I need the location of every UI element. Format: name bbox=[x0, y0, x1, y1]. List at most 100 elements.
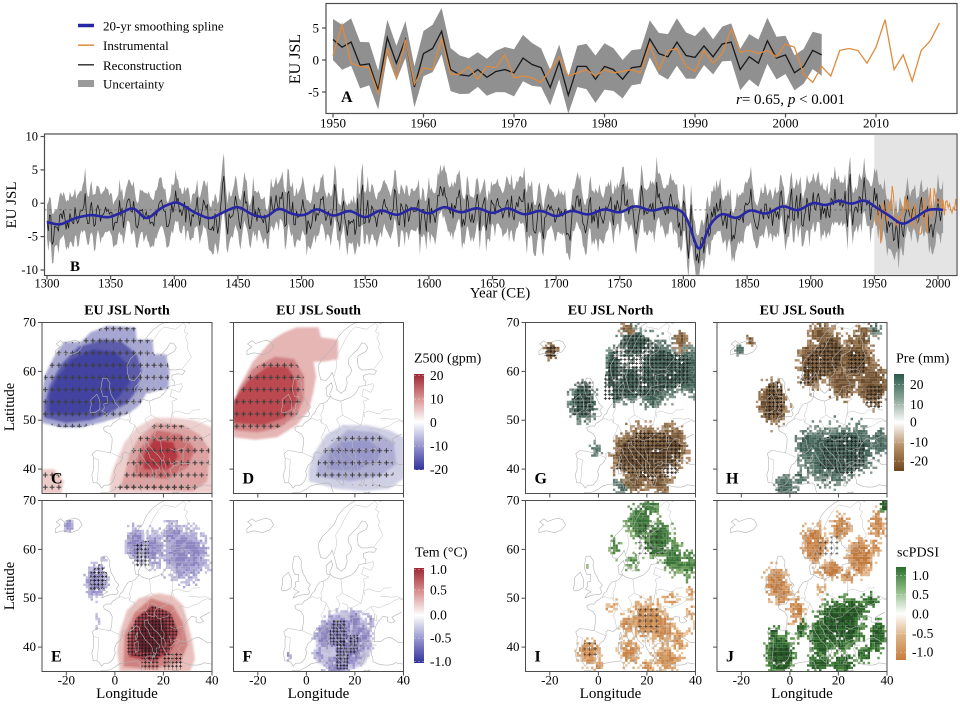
svg-text:Uncertainty: Uncertainty bbox=[103, 77, 165, 92]
svg-text:1450: 1450 bbox=[225, 277, 250, 291]
svg-text:60: 60 bbox=[23, 541, 36, 556]
svg-text:-5: -5 bbox=[308, 85, 319, 100]
svg-text:D: D bbox=[243, 471, 255, 488]
svg-text:50: 50 bbox=[23, 412, 36, 427]
svg-text:-1.0: -1.0 bbox=[912, 645, 934, 660]
svg-text:50: 50 bbox=[507, 412, 520, 427]
svg-text:0: 0 bbox=[910, 415, 917, 430]
svg-text:40: 40 bbox=[397, 673, 410, 688]
svg-text:50: 50 bbox=[507, 590, 520, 605]
svg-text:Z500 (gpm): Z500 (gpm) bbox=[414, 351, 482, 366]
svg-text:Latitude: Latitude bbox=[2, 383, 18, 431]
svg-text:Year (CE): Year (CE) bbox=[470, 286, 531, 302]
svg-text:40: 40 bbox=[23, 461, 36, 476]
svg-text:1990: 1990 bbox=[682, 116, 708, 131]
svg-text:-20: -20 bbox=[249, 673, 266, 688]
svg-text:40: 40 bbox=[507, 639, 520, 654]
svg-text:1800: 1800 bbox=[671, 277, 696, 291]
svg-text:0: 0 bbox=[32, 196, 38, 210]
svg-text:0.0: 0.0 bbox=[912, 607, 929, 622]
svg-text:-0.5: -0.5 bbox=[912, 626, 934, 641]
svg-text:0.5: 0.5 bbox=[912, 587, 929, 602]
svg-text:EU JSL: EU JSL bbox=[4, 181, 20, 228]
svg-text:20: 20 bbox=[832, 673, 845, 688]
svg-text:EU JSL North: EU JSL North bbox=[568, 304, 654, 319]
svg-text:C: C bbox=[51, 471, 63, 488]
svg-text:20: 20 bbox=[430, 368, 444, 383]
svg-text:20: 20 bbox=[910, 377, 924, 392]
svg-text:5: 5 bbox=[32, 163, 38, 177]
svg-text:2000: 2000 bbox=[773, 116, 799, 131]
svg-text:J: J bbox=[726, 649, 734, 666]
svg-text:0.5: 0.5 bbox=[430, 583, 447, 598]
svg-text:1500: 1500 bbox=[289, 277, 314, 291]
svg-text:B: B bbox=[70, 259, 80, 275]
svg-text:1.0: 1.0 bbox=[430, 562, 447, 577]
svg-text:-10: -10 bbox=[430, 439, 448, 454]
svg-text:1550: 1550 bbox=[353, 277, 378, 291]
svg-text:1300: 1300 bbox=[35, 277, 60, 291]
svg-text:1980: 1980 bbox=[592, 116, 618, 131]
svg-text:A: A bbox=[341, 89, 353, 106]
svg-text:1960: 1960 bbox=[411, 116, 437, 131]
svg-text:EU JSL: EU JSL bbox=[287, 34, 304, 84]
svg-text:-1.0: -1.0 bbox=[430, 654, 452, 669]
svg-text:40: 40 bbox=[206, 673, 219, 688]
svg-text:10: 10 bbox=[26, 130, 39, 144]
svg-text:50: 50 bbox=[23, 590, 36, 605]
svg-text:10: 10 bbox=[430, 392, 444, 407]
svg-text:0: 0 bbox=[303, 673, 310, 688]
svg-text:1970: 1970 bbox=[501, 116, 527, 131]
svg-text:20: 20 bbox=[157, 673, 170, 688]
svg-text:Longitude: Longitude bbox=[580, 686, 642, 702]
svg-text:1700: 1700 bbox=[544, 277, 569, 291]
svg-text:-5: -5 bbox=[28, 230, 38, 244]
svg-text:0: 0 bbox=[787, 673, 794, 688]
svg-text:40: 40 bbox=[507, 461, 520, 476]
svg-text:Instrumental: Instrumental bbox=[103, 38, 169, 53]
svg-text:I: I bbox=[535, 649, 541, 666]
svg-text:-20: -20 bbox=[430, 462, 448, 477]
svg-text:60: 60 bbox=[507, 541, 520, 556]
svg-text:60: 60 bbox=[507, 363, 520, 378]
svg-text:EU JSL South: EU JSL South bbox=[760, 304, 845, 319]
svg-text:1900: 1900 bbox=[798, 277, 823, 291]
svg-text:Longitude: Longitude bbox=[96, 686, 158, 702]
svg-text:F: F bbox=[243, 649, 253, 666]
svg-text:1850: 1850 bbox=[735, 277, 760, 291]
svg-text:Tem (°C): Tem (°C) bbox=[415, 546, 468, 561]
svg-text:20: 20 bbox=[348, 673, 361, 688]
svg-text:r= 0.65, p < 0.001: r= 0.65, p < 0.001 bbox=[736, 92, 845, 108]
svg-text:Pre (mm): Pre (mm) bbox=[896, 351, 950, 366]
svg-text:-20: -20 bbox=[910, 454, 928, 469]
svg-text:scPDSI: scPDSI bbox=[897, 546, 939, 561]
svg-text:70: 70 bbox=[23, 315, 36, 330]
svg-text:0: 0 bbox=[313, 53, 320, 68]
svg-text:Longitude: Longitude bbox=[288, 686, 350, 702]
svg-text:Longitude: Longitude bbox=[771, 686, 833, 702]
svg-text:-10: -10 bbox=[21, 263, 38, 277]
svg-text:1.0: 1.0 bbox=[912, 568, 929, 583]
svg-text:Reconstruction: Reconstruction bbox=[103, 58, 182, 73]
svg-text:0.0: 0.0 bbox=[430, 607, 447, 622]
svg-text:40: 40 bbox=[881, 673, 894, 688]
svg-text:40: 40 bbox=[23, 639, 36, 654]
svg-text:1950: 1950 bbox=[320, 116, 346, 131]
svg-text:20-yr smoothing spline: 20-yr smoothing spline bbox=[103, 19, 224, 34]
svg-text:70: 70 bbox=[507, 315, 520, 330]
svg-text:1950: 1950 bbox=[862, 277, 887, 291]
svg-text:60: 60 bbox=[23, 363, 36, 378]
svg-text:G: G bbox=[535, 471, 548, 488]
svg-text:-10: -10 bbox=[910, 435, 928, 450]
svg-text:EU JSL South: EU JSL South bbox=[276, 304, 361, 319]
svg-text:1600: 1600 bbox=[416, 277, 441, 291]
svg-text:-0.5: -0.5 bbox=[430, 631, 452, 646]
svg-text:70: 70 bbox=[507, 493, 520, 508]
svg-text:-20: -20 bbox=[58, 673, 75, 688]
svg-text:0: 0 bbox=[112, 673, 119, 688]
svg-text:-20: -20 bbox=[541, 673, 558, 688]
svg-text:H: H bbox=[726, 471, 739, 488]
svg-text:Latitude: Latitude bbox=[2, 562, 18, 610]
svg-text:1400: 1400 bbox=[162, 277, 187, 291]
svg-text:0: 0 bbox=[430, 415, 437, 430]
